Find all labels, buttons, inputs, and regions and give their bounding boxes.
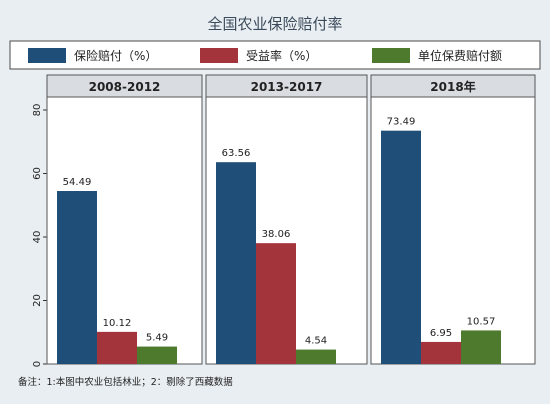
y-tick-label: 20 [32, 294, 43, 307]
bar-2-1 [216, 162, 256, 364]
panels: 2008-2012 54.49 10.12 5.49 2013-2017 63.56 38.… [46, 74, 536, 365]
data-label: 6.95 [430, 328, 452, 339]
y-tick-label: 0 [32, 361, 43, 367]
y-tick-label: 60 [32, 167, 43, 180]
data-label: 73.49 [387, 117, 416, 128]
data-label: 10.12 [103, 318, 132, 329]
data-label: 54.49 [63, 177, 92, 188]
legend-label-2: 受益率（%） [246, 48, 317, 63]
y-axis: 0 20 40 60 80 [32, 75, 48, 367]
panel-3: 2018年 73.49 6.95 10.57 [370, 74, 536, 365]
bar-1-3 [137, 346, 177, 364]
y-tick-label: 80 [32, 104, 43, 117]
legend-swatch-1 [28, 48, 66, 63]
panel-1: 2008-2012 54.49 10.12 5.49 [46, 74, 203, 365]
legend-swatch-3 [372, 48, 410, 63]
legend-label-3: 单位保费赔付额 [418, 48, 502, 63]
bar-1-2 [97, 331, 137, 364]
bar-3-2 [421, 341, 461, 364]
bar-3-1 [381, 130, 421, 364]
bar-3-3 [461, 330, 501, 364]
legend-label-1: 保险赔付（%） [74, 48, 157, 63]
panel-title: 2013-2017 [251, 80, 323, 94]
data-label: 63.56 [222, 148, 251, 159]
bar-2-2 [256, 243, 296, 364]
data-label: 10.57 [467, 316, 496, 327]
legend-swatch-2 [200, 48, 238, 63]
footnote: 备注：1:本图中农业包括林业；2：剔除了西藏数据 [18, 376, 233, 388]
data-label: 5.49 [146, 333, 168, 344]
data-label: 4.54 [305, 336, 327, 347]
y-tick-label: 40 [32, 231, 43, 244]
bar-2-3 [296, 349, 336, 364]
panel-title: 2008-2012 [89, 80, 161, 94]
panel-header [370, 74, 536, 98]
data-label: 38.06 [262, 229, 291, 240]
chart-title: 全国农业保险赔付率 [207, 15, 342, 33]
panel-header [46, 74, 203, 98]
panel-header [205, 74, 368, 98]
legend: 保险赔付（%） 受益率（%） 单位保费赔付额 [28, 48, 502, 63]
panel-title: 2018年 [430, 79, 475, 94]
panel-2: 2013-2017 63.56 38.06 4.54 [205, 74, 368, 365]
bar-1-1 [57, 190, 97, 364]
legend-box [9, 40, 541, 70]
